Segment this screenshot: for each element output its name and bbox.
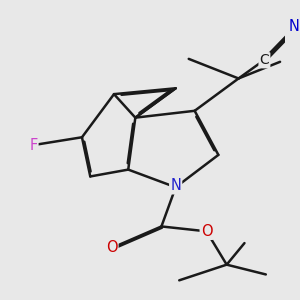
- Text: C: C: [260, 53, 269, 67]
- Text: N: N: [289, 19, 300, 34]
- Text: O: O: [106, 241, 117, 256]
- Text: O: O: [201, 224, 212, 239]
- Text: N: N: [170, 178, 181, 193]
- Text: F: F: [29, 138, 38, 153]
